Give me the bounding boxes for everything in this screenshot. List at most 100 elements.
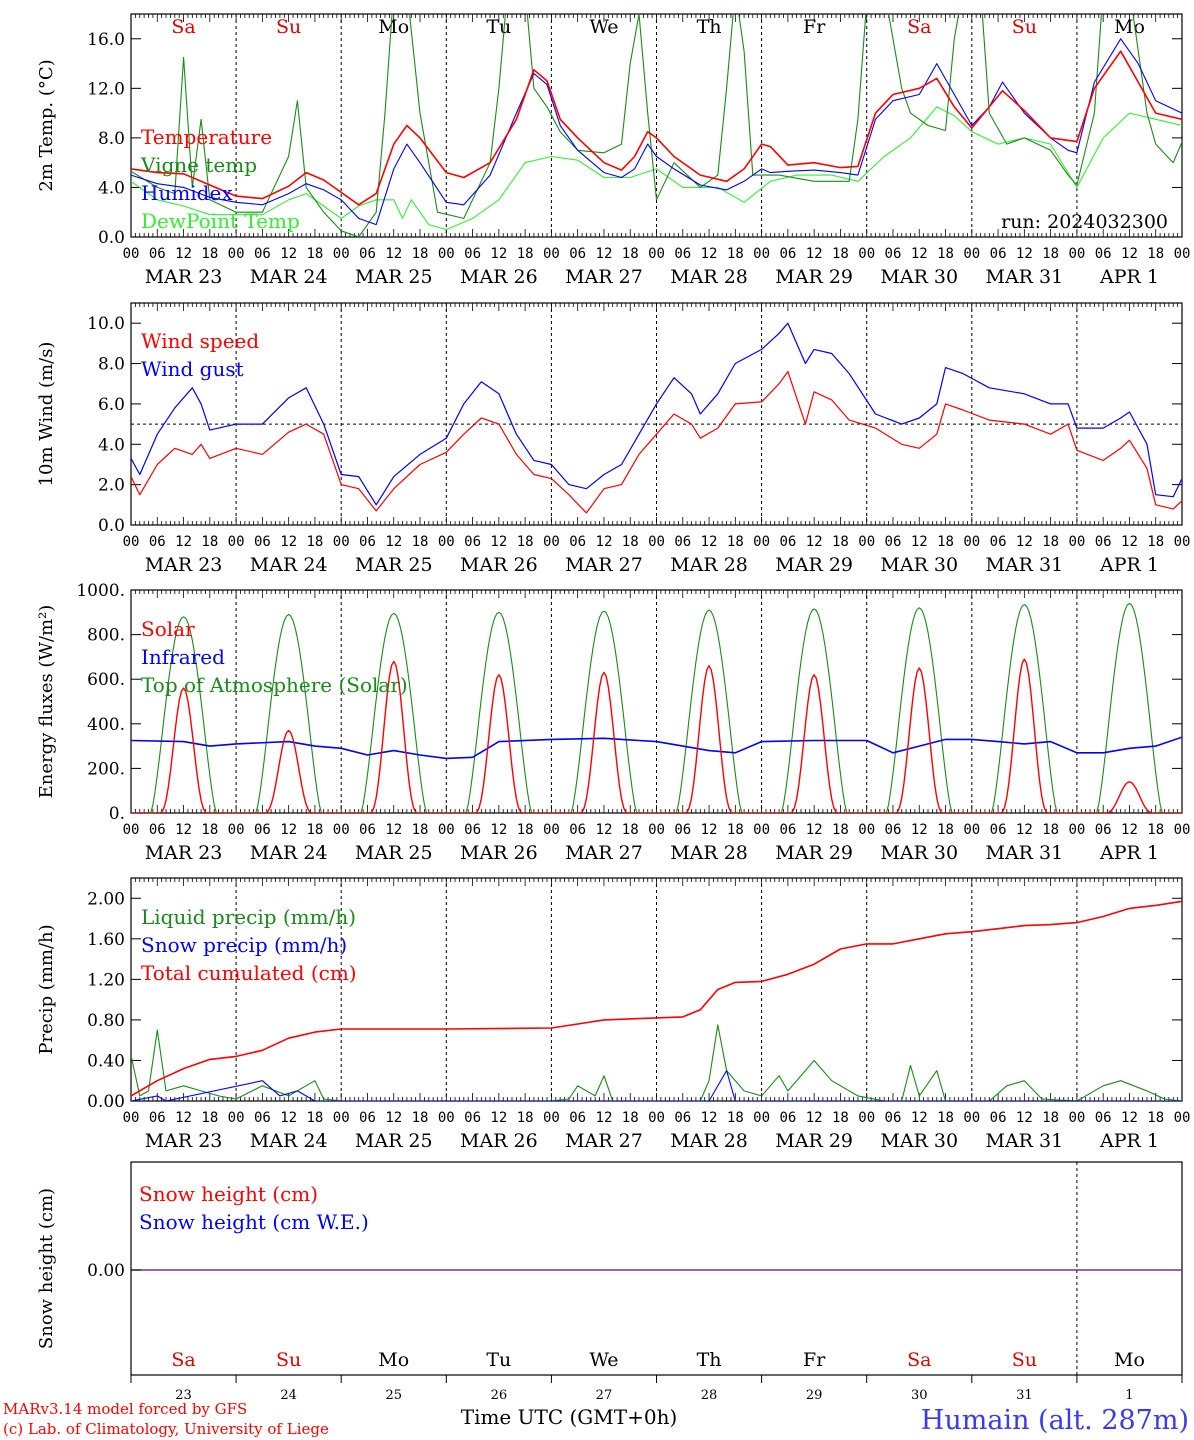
legend-entry: Humidex [141,181,233,205]
hour-tick-label: 00 [858,822,875,838]
hour-tick-label: 00 [753,246,770,262]
hour-tick-label: 12 [280,534,297,550]
hour-tick-label: 18 [1042,246,1059,262]
weekday-label: Th [697,1349,722,1371]
hour-tick-label: 18 [201,1110,218,1126]
hour-tick-label: 06 [464,534,481,550]
date-label: MAR 25 [355,554,433,576]
hour-tick-label: 18 [727,246,744,262]
hour-tick-label: 12 [911,1110,928,1126]
hour-tick-label: 06 [779,534,796,550]
date-label: APR 1 [1099,842,1159,864]
hour-tick-label: 00 [438,1110,455,1126]
weekday-label: Su [276,1349,301,1371]
hour-tick-label: 12 [1016,534,1033,550]
weekday-label: Su [1012,16,1037,38]
hour-tick-label: 18 [517,246,534,262]
hour-tick-label: 18 [832,822,849,838]
hour-tick-label: 12 [1016,246,1033,262]
hour-tick-label: 00 [543,534,560,550]
y-tick-label: 2.0 [98,476,125,496]
hour-tick-label: 18 [306,822,323,838]
date-label: MAR 23 [145,1130,223,1152]
hour-tick-label: 06 [779,822,796,838]
y-tick-label: 10.0 [87,314,125,334]
day-number-label: 28 [701,1388,718,1403]
hour-tick-label: 00 [333,1110,350,1126]
y-tick-label: 0. [109,804,125,824]
hour-tick-label: 06 [464,246,481,262]
date-label: APR 1 [1099,554,1159,576]
hour-tick-label: 18 [1042,534,1059,550]
hour-tick-label: 06 [254,246,271,262]
y-tick-label: 8.0 [98,355,125,375]
hour-tick-label: 06 [464,1110,481,1126]
hour-tick-label: 06 [1095,534,1112,550]
y-tick-label: 12.0 [87,79,125,99]
hour-tick-label: 06 [569,1110,586,1126]
credits-line-1: MARv3.14 model forced by GFS [3,1400,247,1418]
y-axis-label: Precip (mm/h) [36,924,57,1054]
weekday-label: Mo [378,1349,409,1371]
date-label: MAR 29 [775,842,853,864]
y-axis-label: 10m Wind (m/s) [36,342,57,487]
series-line-wind-speed [131,371,1182,514]
y-tick-label: 0.80 [87,1011,125,1031]
date-label: MAR 23 [145,266,223,288]
date-label: MAR 27 [565,266,643,288]
hour-tick-label: 06 [990,246,1007,262]
hour-tick-label: 06 [990,534,1007,550]
y-axis-label: Snow height (cm) [36,1188,57,1349]
weekday-label: Su [1012,1349,1037,1371]
hour-tick-label: 00 [963,822,980,838]
hour-tick-label: 12 [1016,822,1033,838]
hour-tick-label: 12 [175,534,192,550]
day-number-label: 30 [911,1388,928,1403]
series-line-solar [131,658,1182,813]
day-number-label: 23 [175,1388,192,1403]
hour-tick-label: 00 [1068,246,1085,262]
y-tick-label: 4.0 [98,435,125,455]
day-number-label: 27 [596,1388,613,1403]
hour-tick-label: 12 [911,246,928,262]
day-number-label: 25 [385,1388,402,1403]
y-tick-label: 800. [87,626,125,646]
date-label: MAR 23 [145,554,223,576]
series-line-snow-precip [131,1070,1182,1101]
hour-tick-label: 00 [543,822,560,838]
series-line-total-cumulated [131,900,1182,1097]
hour-tick-label: 12 [1016,1110,1033,1126]
day-number-label: 24 [280,1388,297,1403]
hour-tick-label: 12 [175,1110,192,1126]
date-label: MAR 30 [880,266,958,288]
run-label: run: 2024032300 [1001,211,1168,233]
weekday-label: Mo [378,16,409,38]
hour-tick-label: 12 [806,822,823,838]
hour-tick-label: 18 [201,246,218,262]
weekday-label: Tu [486,1349,511,1371]
hour-tick-label: 06 [569,246,586,262]
day-number-label: 31 [1016,1388,1033,1403]
legend-entry: Solar [141,617,195,641]
weekday-label: Sa [907,16,931,38]
hour-tick-label: 12 [385,534,402,550]
weekday-label: Fr [803,1349,826,1371]
hour-tick-label: 18 [1147,1110,1164,1126]
hour-tick-label: 06 [149,1110,166,1126]
day-number-label: 26 [491,1388,508,1403]
hour-tick-label: 00 [333,246,350,262]
series-line-temperature [131,50,1182,206]
hour-tick-label: 06 [990,822,1007,838]
credits-line-2: (c) Lab. of Climatology, University of L… [3,1420,329,1438]
panel-1-frame [130,13,1183,238]
hour-tick-label: 18 [727,1110,744,1126]
hour-tick-label: 12 [280,246,297,262]
hour-tick-label: 12 [385,822,402,838]
hour-tick-label: 06 [674,534,691,550]
hour-tick-label: 00 [438,822,455,838]
date-label: MAR 27 [565,1130,643,1152]
hour-tick-label: 12 [596,246,613,262]
legend-entry: Infrared [141,645,225,669]
hour-tick-label: 18 [937,1110,954,1126]
